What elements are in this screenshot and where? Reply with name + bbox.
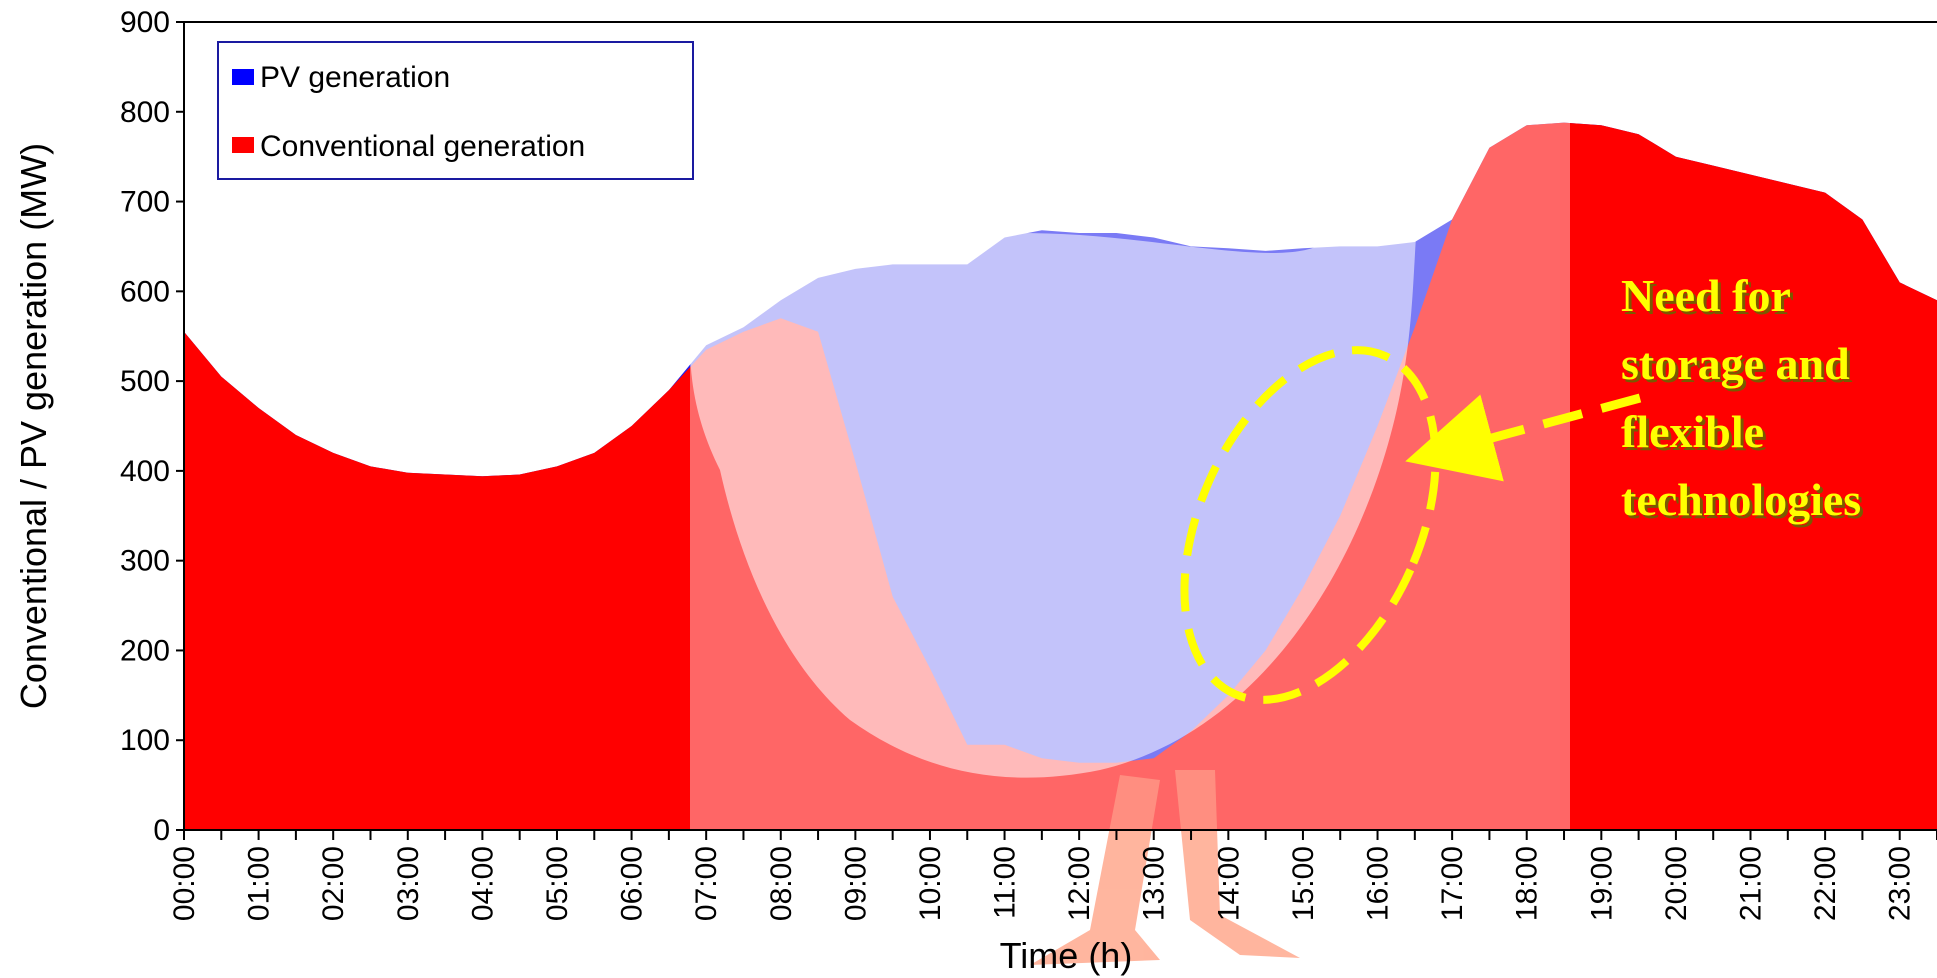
x-ticks: 00:00 01:00 02:00 03:00 04:00 05:00 06:00 07:00… [168, 830, 1937, 921]
x-tick-label: 11:00 [989, 846, 1022, 919]
y-tick-label: 100 [120, 724, 170, 757]
y-tick-label: 300 [120, 545, 170, 578]
y-tick-label: 400 [120, 455, 170, 488]
y-tick-label: 0 [153, 814, 170, 847]
legend-swatch-pv [232, 69, 254, 85]
legend-label-conventional: Conventional generation [260, 130, 585, 163]
x-tick-label: 21:00 [1735, 846, 1768, 921]
x-tick-label: 18:00 [1511, 846, 1544, 921]
annotation-line-shadow: storage and [1624, 341, 1853, 392]
x-tick-label: 14:00 [1212, 846, 1245, 921]
x-tick-label: 17:00 [1436, 846, 1469, 921]
x-tick-label: 20:00 [1660, 846, 1693, 921]
legend-swatch-conventional [232, 137, 254, 153]
annotation-line-shadow: technologies [1624, 477, 1864, 528]
y-tick-label: 900 [120, 6, 170, 39]
x-tick-label: 02:00 [317, 846, 350, 921]
y-tick-label: 500 [120, 365, 170, 398]
duck-illustration [690, 0, 1533, 965]
legend: PV generation Conventional generation [217, 41, 694, 180]
x-tick-label: 04:00 [466, 846, 499, 921]
annotation-line: flexible [1621, 406, 1764, 457]
annotation-line: Need for [1621, 270, 1791, 321]
x-tick-label: 00:00 [168, 846, 201, 921]
x-tick-label: 22:00 [1809, 846, 1842, 921]
x-tick-label: 08:00 [765, 846, 798, 921]
legend-box [217, 41, 694, 180]
y-axis-title: Conventional / PV generation (MW) [13, 143, 54, 709]
x-tick-label: 10:00 [914, 846, 947, 921]
y-ticks: 0 100 200 300 400 500 600 700 800 900 [120, 6, 184, 847]
y-tick-label: 700 [120, 186, 170, 219]
x-tick-label: 13:00 [1138, 846, 1171, 921]
x-tick-label: 05:00 [541, 846, 574, 921]
x-tick-label: 01:00 [243, 846, 276, 921]
annotation-line: technologies [1621, 474, 1861, 525]
annotation-line-shadow: flexible [1624, 409, 1767, 460]
x-tick-label: 23:00 [1884, 846, 1917, 921]
y-tick-label: 800 [120, 96, 170, 129]
x-tick-label: 16:00 [1362, 846, 1395, 921]
annotation-line: storage and [1621, 338, 1850, 389]
y-tick-label: 200 [120, 634, 170, 667]
annotation-line-shadow: Need for [1624, 273, 1794, 324]
conventional-generation-area [184, 122, 1937, 831]
daytime-wash [690, 22, 1570, 830]
x-tick-label: 19:00 [1585, 846, 1618, 921]
x-tick-label: 12:00 [1063, 846, 1096, 921]
x-tick-label: 07:00 [690, 846, 723, 921]
x-tick-label: 15:00 [1287, 846, 1320, 921]
x-tick-label: 03:00 [392, 846, 425, 921]
annotation-ellipse [1180, 346, 1440, 704]
x-tick-label: 09:00 [839, 846, 872, 921]
annotation-arrow [1405, 393, 1642, 482]
x-axis-title: Time (h) [1000, 935, 1133, 976]
y-tick-label: 600 [120, 275, 170, 308]
legend-label-pv: PV generation [260, 61, 450, 94]
x-tick-label: 06:00 [616, 846, 649, 921]
